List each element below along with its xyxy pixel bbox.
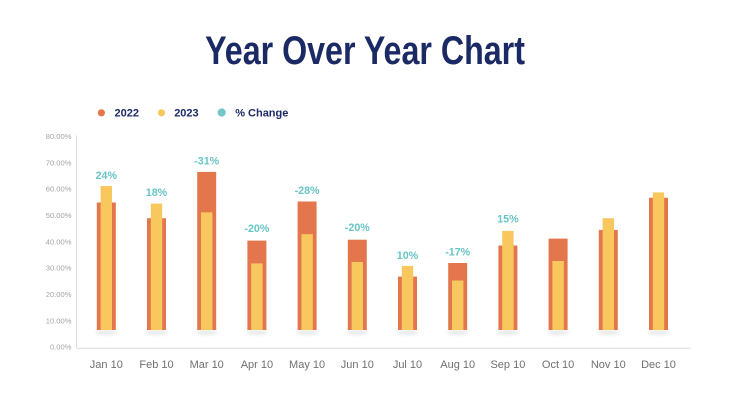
svg-text:Jun 10: Jun 10 bbox=[341, 359, 374, 371]
svg-text:70.00%: 70.00% bbox=[46, 158, 72, 167]
svg-text:Apr 10: Apr 10 bbox=[241, 359, 273, 371]
svg-text:Jan 10: Jan 10 bbox=[90, 359, 123, 371]
svg-text:Jul 10: Jul 10 bbox=[393, 359, 422, 371]
svg-text:10%: 10% bbox=[397, 250, 419, 262]
svg-text:50.00%: 50.00% bbox=[46, 211, 72, 220]
svg-text:-20%: -20% bbox=[244, 223, 269, 235]
svg-text:18%: 18% bbox=[146, 187, 168, 199]
svg-text:2023: 2023 bbox=[174, 108, 198, 120]
svg-text:Sep 10: Sep 10 bbox=[490, 359, 525, 371]
svg-text:-20%: -20% bbox=[345, 222, 370, 234]
svg-text:Mar 10: Mar 10 bbox=[190, 359, 224, 371]
svg-text:-28%: -28% bbox=[295, 185, 320, 197]
svg-text:60.00%: 60.00% bbox=[46, 185, 72, 194]
svg-text:0.00%: 0.00% bbox=[50, 343, 72, 352]
svg-text:% Change: % Change bbox=[235, 108, 288, 120]
svg-text:-31%: -31% bbox=[194, 156, 219, 168]
svg-text:80.00%: 80.00% bbox=[46, 132, 72, 141]
svg-text:Nov 10: Nov 10 bbox=[591, 359, 626, 371]
svg-text:15%: 15% bbox=[497, 214, 519, 226]
svg-text:2022: 2022 bbox=[115, 108, 139, 120]
svg-text:40.00%: 40.00% bbox=[46, 237, 72, 246]
svg-text:24%: 24% bbox=[96, 170, 118, 182]
svg-text:Dec 10: Dec 10 bbox=[641, 359, 676, 371]
svg-text:Oct 10: Oct 10 bbox=[542, 359, 574, 371]
svg-text:Aug 10: Aug 10 bbox=[440, 359, 475, 371]
svg-text:-17%: -17% bbox=[445, 246, 470, 258]
svg-text:May 10: May 10 bbox=[289, 359, 325, 371]
svg-text:30.00%: 30.00% bbox=[46, 264, 72, 273]
svg-text:Feb 10: Feb 10 bbox=[139, 359, 173, 371]
svg-text:20.00%: 20.00% bbox=[46, 290, 72, 299]
svg-text:10.00%: 10.00% bbox=[46, 316, 72, 325]
